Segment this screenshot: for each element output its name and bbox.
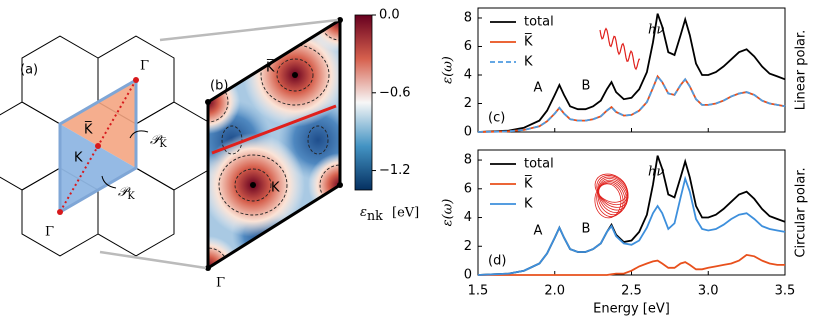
- series-line: [477, 175, 786, 276]
- y-tick-label: 8: [464, 153, 472, 168]
- y-tick-label: 0: [464, 268, 472, 283]
- colorbar-unit: [eV]: [392, 206, 419, 221]
- charts: 0 2 4 6 8 ε(ω) Linear polar. (c) A Bhν total K̅ K 0 2 4…: [441, 7, 809, 317]
- gamma-point: [133, 77, 139, 83]
- hexagon: [135, 101, 213, 191]
- arrow: [129, 130, 149, 139]
- y-axis-label: ε(ω): [441, 199, 456, 227]
- gamma-label: Γ: [140, 59, 149, 74]
- y-axis-label: ε(ω): [441, 56, 456, 84]
- legend-label: K̅: [524, 175, 533, 191]
- legend-label: K: [524, 197, 533, 212]
- legend-label: total: [524, 15, 554, 30]
- p-k-label: 𝒫K: [118, 185, 135, 202]
- arrow: [101, 175, 117, 189]
- y-tick-label: 0: [464, 125, 472, 140]
- x-tick-label: 3.0: [698, 284, 719, 299]
- colorbar-tick-label: −0.6: [379, 85, 411, 100]
- x-axis-label: Energy [eV]: [593, 302, 670, 317]
- side-label: Linear polar.: [794, 30, 809, 111]
- hexagon: [0, 101, 61, 191]
- kbar-label: K̅: [266, 59, 275, 75]
- peak-label: B: [582, 222, 591, 237]
- gamma-label: Γ: [216, 276, 225, 291]
- colorbar-label-sub: nk: [367, 208, 383, 223]
- k-point: [95, 143, 101, 149]
- x-tick-label: 2.0: [544, 284, 565, 299]
- photon-spiral: [598, 179, 627, 213]
- y-tick-label: 4: [464, 67, 472, 82]
- photon-spiral: [596, 175, 629, 206]
- series-line: [477, 13, 786, 133]
- series-line: [477, 74, 786, 133]
- colorbar-tick-label: 0.0: [379, 8, 400, 23]
- colorbar-label: εnk: [360, 205, 383, 223]
- series-line: [477, 74, 786, 133]
- y-tick-label: 6: [464, 39, 472, 54]
- sector-k: [60, 124, 136, 212]
- kbar-label: K̅: [84, 121, 93, 137]
- gamma-label: Γ: [45, 225, 54, 240]
- legend-label: K: [524, 55, 533, 70]
- photon-spiral: [594, 183, 622, 219]
- photon-wave: [599, 27, 641, 71]
- y-tick-label: 2: [464, 239, 472, 254]
- photon-spiral: [594, 173, 628, 203]
- x-tick-label: 3.5: [775, 284, 796, 299]
- panel-b: (b) K̅ K Γ 0.0 −0.6 −1.2 εnk [eV]: [99, 8, 419, 291]
- k-label: K: [271, 181, 280, 196]
- x-tick-label: 2.5: [621, 284, 642, 299]
- y-tick-label: 6: [464, 181, 472, 196]
- k-label: K: [74, 151, 83, 166]
- photon-spiral: [597, 181, 626, 216]
- colorbar-tick-label: −1.2: [379, 163, 411, 178]
- peak-label: A: [534, 81, 543, 96]
- heatmap: [208, 20, 340, 268]
- peak-label: A: [534, 224, 543, 239]
- x-tick-label: 1.5: [468, 284, 489, 299]
- p-k-label-sub: K: [127, 191, 135, 202]
- sector-kbar: [60, 80, 136, 168]
- side-label: Circular polar.: [794, 167, 809, 257]
- y-tick-label: 4: [464, 210, 472, 225]
- panel-label: (c): [488, 111, 505, 126]
- gamma-point: [57, 209, 63, 215]
- series-line: [478, 253, 785, 276]
- photon-spiral: [598, 178, 629, 211]
- peak-label: B: [582, 79, 591, 94]
- y-tick-label: 8: [464, 10, 472, 25]
- panel-label: (a): [20, 63, 38, 78]
- panel-label: (d): [488, 254, 506, 269]
- photon-label: hν: [648, 165, 664, 180]
- p-kbar-label: 𝒫K̅: [150, 133, 167, 150]
- y-tick-label: 2: [464, 96, 472, 111]
- legend-label: total: [524, 157, 554, 172]
- panel-label: (b): [210, 79, 228, 94]
- legend-label: K̅: [524, 33, 533, 49]
- photon-label: hν: [648, 23, 664, 38]
- p-kbar-label-sub: K̅: [159, 138, 167, 150]
- colorbar-label-symbol: ε: [360, 205, 367, 220]
- panel-a: (a) ΓΓK̅K𝒫K̅𝒫K: [0, 35, 213, 257]
